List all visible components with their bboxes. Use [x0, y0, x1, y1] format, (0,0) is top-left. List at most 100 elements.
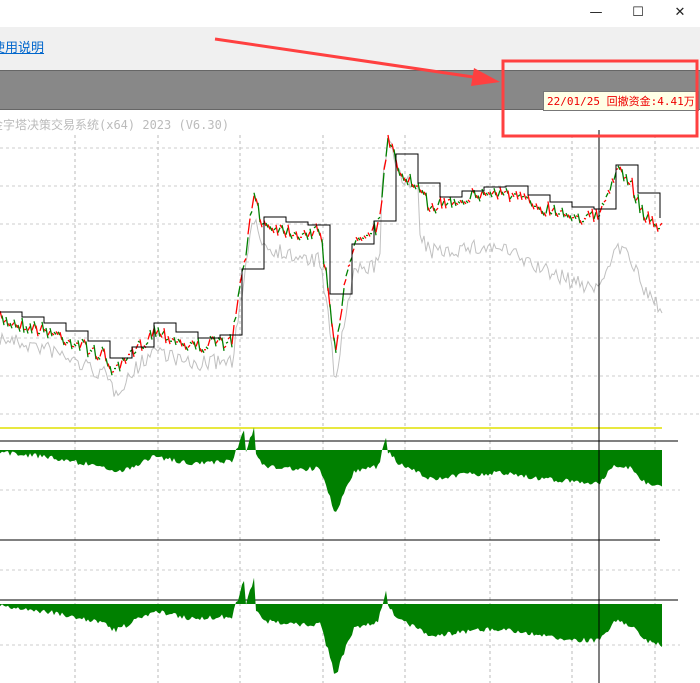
price-segment	[621, 169, 625, 182]
price-segment	[279, 224, 283, 229]
price-segment	[149, 329, 153, 340]
price-segment	[173, 337, 177, 346]
price-segment	[59, 332, 63, 341]
price-segment	[43, 328, 47, 332]
price-segment	[155, 330, 159, 335]
price-segment	[347, 264, 351, 267]
price-segment	[595, 209, 599, 220]
price-segment	[659, 222, 663, 226]
price-segment	[105, 358, 109, 367]
maximize-button[interactable]: ☐	[632, 5, 644, 20]
price-segment	[397, 168, 401, 176]
price-segment	[163, 328, 167, 344]
price-segment	[413, 184, 417, 190]
price-segment	[27, 326, 31, 331]
price-segment	[515, 191, 519, 200]
price-segment	[21, 317, 25, 333]
price-segment	[171, 337, 175, 341]
price-segment	[181, 342, 185, 347]
price-segment	[13, 319, 17, 328]
price-segment	[583, 217, 587, 220]
price-segment	[1, 315, 5, 326]
price-segment	[409, 173, 413, 188]
minimize-button[interactable]: —	[589, 5, 603, 20]
price-segment	[109, 365, 113, 376]
price-segment	[273, 227, 277, 231]
price-segment	[499, 187, 503, 195]
price-segment	[183, 342, 187, 350]
price-segment	[645, 214, 649, 220]
price-segment	[197, 338, 201, 352]
title-bar: — ☐ ✕	[0, 0, 700, 27]
price-segment	[119, 360, 123, 369]
price-segment	[51, 332, 55, 336]
price-segment	[305, 232, 309, 240]
price-segment	[573, 214, 577, 220]
chart-area[interactable]	[0, 112, 700, 683]
price-segment	[237, 285, 241, 297]
price-segment	[633, 194, 637, 204]
price-segment	[93, 344, 97, 360]
price-segment	[95, 355, 99, 361]
price-segment	[485, 192, 489, 196]
price-segment	[49, 327, 53, 337]
price-segment	[459, 199, 463, 204]
price-segment	[5, 316, 9, 327]
price-segment	[39, 324, 43, 332]
price-segment	[419, 189, 423, 194]
price-segment	[295, 231, 299, 240]
price-segment	[479, 191, 483, 199]
price-segment	[189, 341, 193, 345]
price-segment	[609, 181, 613, 191]
price-segment	[243, 258, 247, 263]
price-segment	[387, 134, 391, 148]
drawdown-area-1	[0, 427, 662, 512]
price-segment	[297, 236, 301, 241]
price-segment	[161, 330, 165, 335]
price-segment	[159, 333, 163, 338]
price-segment	[579, 219, 583, 225]
price-segment	[221, 337, 225, 351]
price-segment	[301, 232, 305, 235]
price-segment	[115, 364, 119, 367]
price-segment	[553, 204, 557, 216]
price-segment	[383, 159, 387, 170]
price-segment	[463, 201, 467, 205]
price-segment	[185, 346, 189, 351]
drawdown-tooltip: 22/01/25 回撤资金:4.41万	[543, 91, 699, 111]
price-segment	[71, 345, 75, 348]
help-link[interactable]: 使用说明	[0, 41, 45, 56]
price-segment	[303, 229, 307, 236]
price-segment	[589, 211, 593, 215]
price-segment	[549, 211, 553, 215]
price-segment	[65, 341, 69, 344]
step-line	[0, 153, 661, 359]
price-segment	[139, 339, 143, 351]
price-segment	[605, 192, 609, 198]
price-segment	[433, 207, 437, 214]
price-segment	[339, 308, 343, 321]
price-segment	[317, 228, 321, 236]
price-segment	[603, 199, 607, 203]
price-segment	[53, 331, 57, 335]
price-segment	[443, 197, 447, 209]
price-segment	[507, 190, 511, 203]
price-segment	[545, 204, 549, 214]
price-segment	[57, 331, 61, 336]
price-segment	[73, 343, 77, 347]
price-segment	[313, 225, 317, 229]
price-segment	[421, 189, 425, 196]
price-segment	[215, 339, 219, 344]
price-segment	[63, 341, 67, 346]
price-segment	[401, 173, 405, 181]
price-segment	[177, 338, 181, 343]
price-segment	[637, 194, 641, 214]
price-segment	[227, 336, 231, 340]
price-segment	[321, 239, 325, 268]
price-segment	[551, 207, 555, 212]
price-segment	[341, 288, 345, 306]
price-segment	[453, 198, 457, 207]
price-segment	[207, 338, 211, 347]
close-button[interactable]: ✕	[674, 5, 686, 20]
price-segment	[627, 181, 631, 186]
